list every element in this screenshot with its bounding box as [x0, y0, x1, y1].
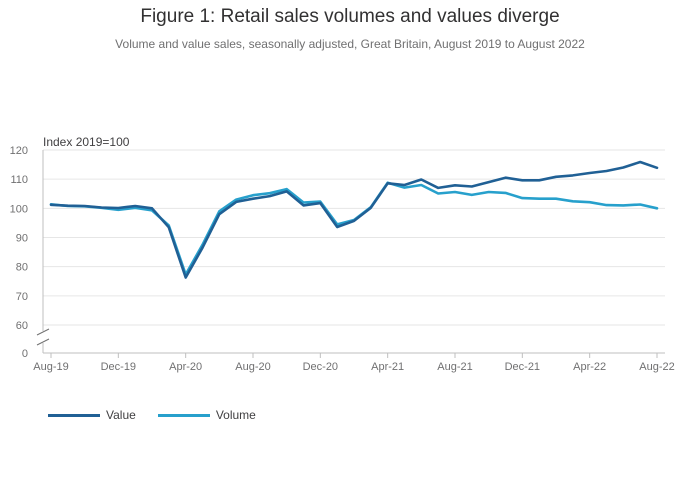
chart-subtitle: Volume and value sales, seasonally adjus…: [115, 37, 585, 51]
x-tick-label: Dec-21: [505, 361, 540, 373]
y-tick-label: 60: [16, 320, 28, 332]
legend-item-value[interactable]: Value: [48, 408, 136, 422]
y-axis-label: Index 2019=100: [43, 135, 130, 149]
chart-title: Figure 1: Retail sales volumes and value…: [140, 6, 560, 27]
legend-swatch-value: [48, 413, 100, 417]
x-tick-label: Apr-22: [573, 361, 606, 373]
y-tick-label: 90: [16, 233, 28, 245]
x-tick-label: Aug-20: [235, 361, 270, 373]
y-tick-label: 80: [16, 262, 28, 274]
x-tick-label: Aug-21: [437, 361, 472, 373]
y-tick-label: 100: [10, 203, 28, 215]
x-tick-label: Dec-20: [303, 361, 338, 373]
series-line-volume: [49, 181, 659, 276]
x-tick-label: Dec-19: [101, 361, 136, 373]
x-tick-label: Aug-22: [639, 361, 674, 373]
legend: Value Volume: [48, 408, 256, 422]
legend-label-value: Value: [106, 408, 136, 422]
x-tick-label: Aug-19: [33, 361, 68, 373]
y-tick-label: 110: [10, 174, 28, 186]
axis-break-mark: [36, 328, 50, 336]
legend-label-volume: Volume: [215, 408, 256, 422]
legend-item-volume[interactable]: Volume: [157, 408, 256, 422]
y-tick-label: 0: [22, 348, 28, 360]
x-tick-label: Apr-20: [169, 361, 202, 373]
axis-break-mark: [36, 338, 50, 346]
x-tick-label: Apr-21: [371, 361, 404, 373]
series-line-value: [49, 160, 659, 279]
y-tick-label: 70: [16, 291, 28, 303]
y-tick-label: 120: [10, 145, 28, 157]
legend-swatch-volume: [157, 413, 210, 417]
